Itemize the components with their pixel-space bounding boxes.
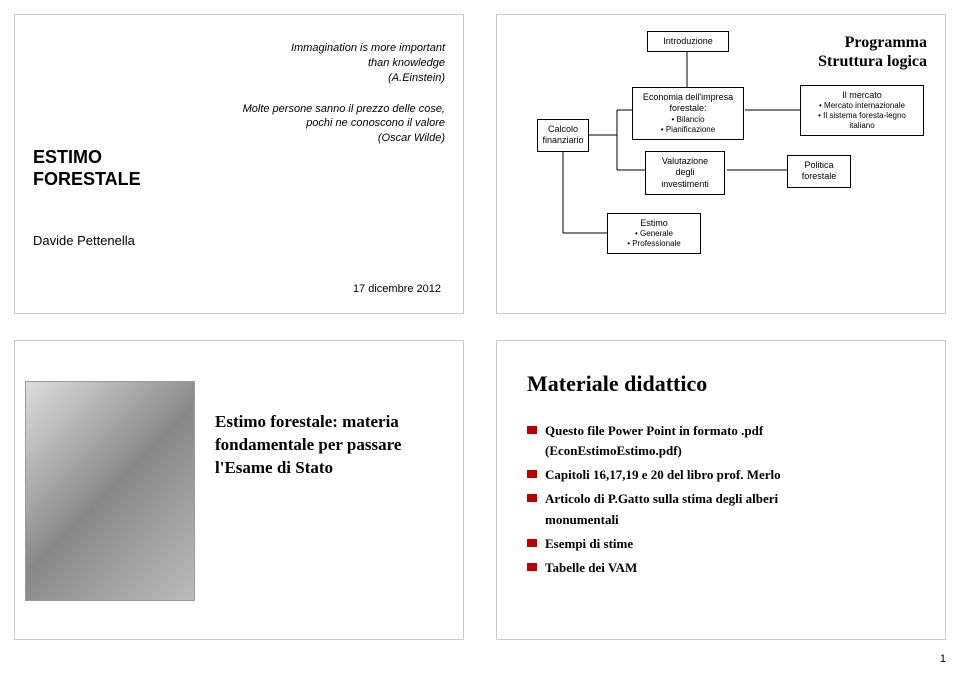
node-valut-l3: investimenti	[649, 179, 721, 190]
node-valut-l1: Valutazione	[649, 156, 721, 167]
quote2-line2: pochi ne conoscono il valore	[235, 116, 445, 131]
diagram-title: Programma Struttura logica	[818, 33, 927, 71]
slide-materiale: Materiale didattico Questo file Power Po…	[496, 340, 946, 640]
node-estimo-l1: Estimo	[611, 218, 697, 229]
quote1-line1: Immagination is more important	[235, 41, 445, 56]
item-text: Questo file Power Point in formato .pdf	[545, 423, 763, 438]
quote2-line1: Molte persone sanno il prezzo delle cose…	[235, 102, 445, 117]
node-econ-b1: Bilancio	[636, 115, 740, 125]
title-l1: ESTIMO	[33, 147, 141, 169]
list-item: Capitoli 16,17,19 e 20 del libro prof. M…	[527, 465, 917, 485]
diagram-title-l2: Struttura logica	[818, 52, 927, 71]
list-item: Esempi di stime	[527, 534, 917, 554]
node-econ-l2: forestale:	[636, 103, 740, 114]
node-valut-l2: degli	[649, 167, 721, 178]
node-intro: Introduzione	[647, 31, 729, 52]
list-item: Articolo di P.Gatto sulla stima degli al…	[527, 489, 917, 529]
node-estimo-b2: Professionale	[611, 239, 697, 249]
node-econ-b2: Pianificazione	[636, 125, 740, 135]
quote1-line2: than knowledge	[235, 56, 445, 71]
quote2-attr: (Oscar Wilde)	[235, 131, 445, 146]
slide-diagram: Programma Struttura logica Introduzione …	[496, 14, 946, 314]
materiale-title: Materiale didattico	[527, 371, 707, 397]
title-l2: FORESTALE	[33, 169, 141, 191]
item-text: Capitoli 16,17,19 e 20 del libro prof. M…	[545, 467, 781, 482]
list-item: Questo file Power Point in formato .pdf …	[527, 421, 917, 461]
node-estimo: Estimo Generale Professionale	[607, 213, 701, 254]
materia-text: Estimo forestale: materia fondamentale p…	[215, 411, 445, 480]
node-mercato-b1: Mercato internazionale	[804, 101, 920, 111]
item-text: Articolo di P.Gatto sulla stima degli al…	[545, 491, 778, 506]
node-calcolo: Calcolo finanziario	[537, 119, 589, 152]
node-politica: Politica forestale	[787, 155, 851, 188]
node-calcolo-l2: finanziario	[541, 135, 585, 146]
item-text: Tabelle dei VAM	[545, 560, 637, 575]
date: 17 dicembre 2012	[353, 283, 441, 295]
list-item: Tabelle dei VAM	[527, 558, 917, 578]
quotes-block: Immagination is more important than know…	[235, 41, 445, 146]
slide-title: Immagination is more important than know…	[14, 14, 464, 314]
node-estimo-b1: Generale	[611, 229, 697, 239]
diagram-title-l1: Programma	[818, 33, 927, 52]
placeholder-image	[25, 381, 195, 601]
node-politica-l2: forestale	[791, 171, 847, 182]
item-text: Esempi di stime	[545, 536, 633, 551]
node-mercato-l1: Il mercato	[804, 90, 920, 101]
node-mercato-b3: italiano	[804, 121, 920, 131]
materiale-list: Questo file Power Point in formato .pdf …	[527, 421, 917, 582]
author: Davide Pettenella	[33, 233, 135, 248]
node-politica-l1: Politica	[791, 160, 847, 171]
node-economia: Economia dell'impresa forestale: Bilanci…	[632, 87, 744, 140]
node-valutazione: Valutazione degli investimenti	[645, 151, 725, 195]
main-title: ESTIMO FORESTALE	[33, 147, 141, 190]
node-mercato: Il mercato Mercato internazionale Il sis…	[800, 85, 924, 136]
node-mercato-b2: Il sistema foresta-legno	[804, 111, 920, 121]
item-cont: monumentali	[545, 510, 917, 530]
slide-materia: Estimo forestale: materia fondamentale p…	[14, 340, 464, 640]
item-cont: (EconEstimoEstimo.pdf)	[545, 441, 917, 461]
node-econ-l1: Economia dell'impresa	[636, 92, 740, 103]
node-intro-text: Introduzione	[651, 36, 725, 47]
page-number: 1	[940, 653, 946, 665]
quote1-attr: (A.Einstein)	[235, 71, 445, 86]
node-calcolo-l1: Calcolo	[541, 124, 585, 135]
